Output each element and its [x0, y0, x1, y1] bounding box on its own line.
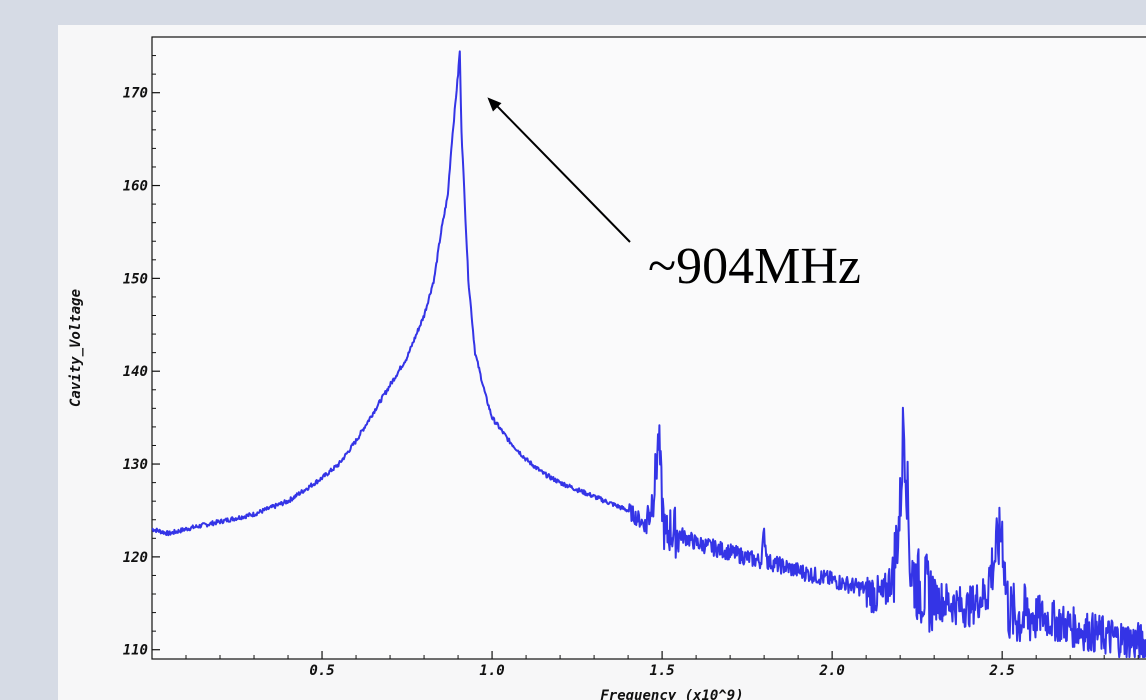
- annotation-arrow: [492, 101, 631, 243]
- x-tick-label: 0.5: [309, 663, 334, 679]
- plot-area: [151, 36, 1146, 660]
- axis-ticks: 0.5 1.0 1.5 2.0 2.5 110 120 130 140 150 160 170: [123, 55, 1139, 679]
- y-tick-label: 150: [123, 271, 148, 287]
- series-line-cavity-voltage: [151, 50, 1146, 659]
- x-tick-label: 2.0: [818, 663, 844, 679]
- x-tick-label: 2.5: [989, 663, 1015, 679]
- x-axis-title: Frequency (x10^9): [600, 688, 743, 700]
- x-tick-label: 1.0: [479, 663, 504, 679]
- y-tick-label: 110: [123, 643, 148, 659]
- y-tick-label: 140: [123, 364, 148, 380]
- y-tick-label: 160: [123, 179, 148, 195]
- y-tick-label: 130: [123, 457, 148, 473]
- y-tick-label: 120: [123, 550, 148, 566]
- y-tick-label: 170: [123, 86, 148, 102]
- x-tick-label: 1.5: [649, 663, 674, 679]
- annotation-label: ~904MHz: [648, 238, 861, 295]
- annotation-arrowhead: [487, 97, 502, 112]
- y-axis-title: Cavity_Voltage: [68, 289, 84, 407]
